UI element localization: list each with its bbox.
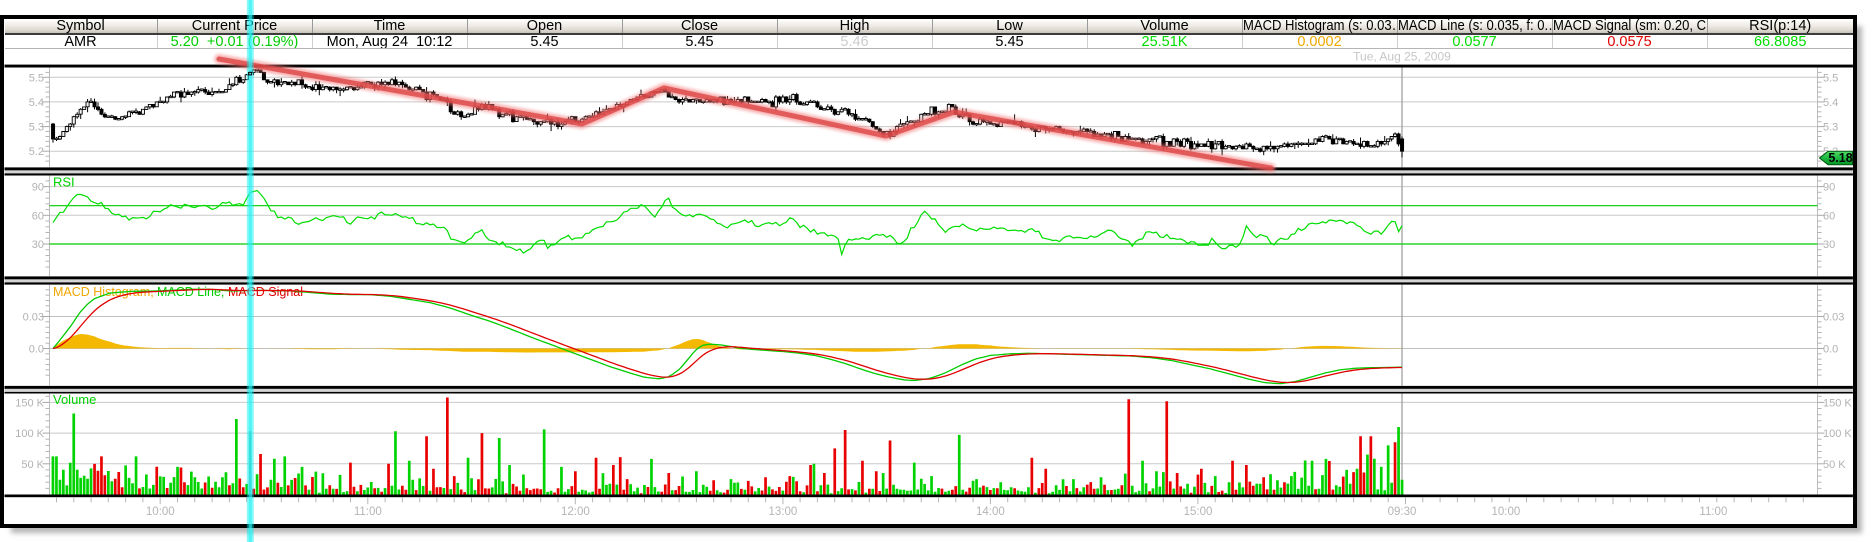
svg-text:10:00: 10:00 (146, 506, 175, 518)
svg-text:150 K: 150 K (15, 397, 44, 409)
svg-text:MACD Line,: MACD Line, (157, 285, 224, 299)
svg-text:11:00: 11:00 (354, 506, 382, 518)
svg-text:90: 90 (32, 182, 44, 194)
svg-text:0.03: 0.03 (23, 312, 44, 324)
svg-text:MACD Histogram,: MACD Histogram, (53, 285, 154, 299)
svg-text:60: 60 (1823, 210, 1835, 222)
svg-text:Tue, Aug 25, 2009: Tue, Aug 25, 2009 (1353, 50, 1451, 64)
svg-text:RSI: RSI (53, 175, 75, 190)
svg-text:0.03: 0.03 (1823, 312, 1844, 324)
svg-text:5.3: 5.3 (29, 122, 44, 134)
svg-text:60: 60 (32, 210, 44, 222)
svg-text:5.4: 5.4 (1823, 97, 1838, 109)
svg-text:11:00: 11:00 (1699, 506, 1727, 518)
svg-text:30: 30 (32, 239, 44, 251)
svg-text:90: 90 (1823, 182, 1835, 194)
svg-text:Volume: Volume (53, 392, 96, 407)
svg-text:0.0: 0.0 (1823, 344, 1838, 356)
svg-text:100 K: 100 K (15, 428, 44, 440)
svg-text:5.2: 5.2 (29, 146, 44, 158)
svg-text:MACD Signal: MACD Signal (228, 285, 303, 299)
svg-text:14:00: 14:00 (976, 506, 1005, 518)
svg-text:100 K: 100 K (1823, 428, 1852, 440)
svg-text:5.5: 5.5 (1823, 72, 1838, 84)
svg-text:12:00: 12:00 (561, 506, 590, 518)
svg-text:15:00: 15:00 (1184, 506, 1213, 518)
svg-text:5.18: 5.18 (1828, 151, 1852, 165)
svg-text:5.3: 5.3 (1823, 122, 1838, 134)
svg-text:0.0: 0.0 (29, 344, 44, 356)
svg-text:50 K: 50 K (1823, 459, 1846, 471)
svg-text:10:00: 10:00 (1492, 506, 1521, 518)
svg-text:30: 30 (1823, 239, 1835, 251)
svg-text:50 K: 50 K (21, 459, 44, 471)
svg-text:09:30: 09:30 (1388, 506, 1417, 518)
svg-text:150 K: 150 K (1823, 397, 1852, 409)
svg-text:13:00: 13:00 (769, 506, 798, 518)
svg-text:5.5: 5.5 (29, 72, 44, 84)
svg-text:5.4: 5.4 (29, 97, 44, 109)
